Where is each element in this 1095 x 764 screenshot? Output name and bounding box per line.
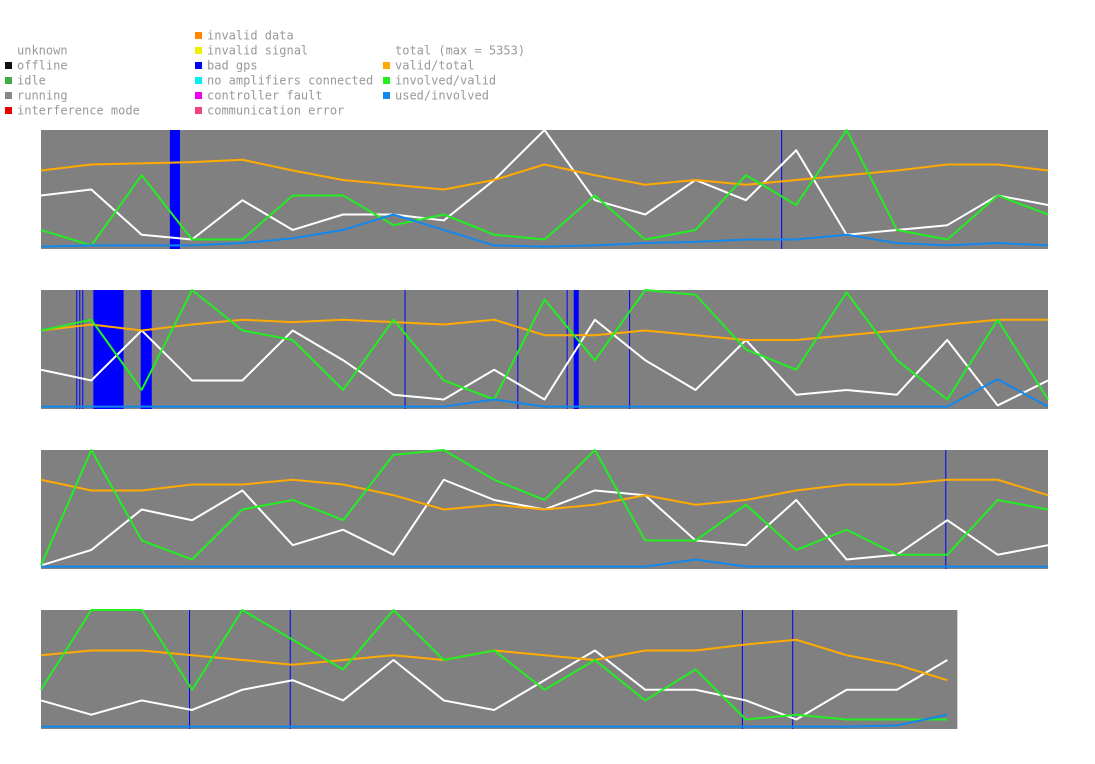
legend-label: interference mode: [17, 104, 140, 118]
legend-label: invalid data: [207, 29, 294, 43]
legend-swatch: [195, 107, 202, 114]
legend-label: controller fault: [207, 89, 323, 103]
strip-background: [41, 290, 1048, 409]
legend-swatch: [5, 47, 12, 54]
series-line: [40, 129, 1049, 241]
bad-gps-band: [289, 610, 291, 729]
legend-swatch: [195, 92, 202, 99]
bad-gps-band: [93, 290, 124, 409]
bad-gps-band: [140, 290, 152, 409]
series-line: [40, 158, 1049, 191]
legend-swatch: [195, 62, 202, 69]
legend-swatch: [195, 32, 202, 39]
bad-gps-band: [517, 290, 519, 409]
bad-gps-band: [741, 610, 743, 729]
legend-label: involved/valid: [395, 74, 496, 88]
legend-label: no amplifiers connected: [207, 74, 373, 88]
series-line: [40, 129, 1049, 247]
legend-label: unknown: [17, 44, 68, 58]
legend-swatch: [383, 77, 390, 84]
legend-swatch: [5, 77, 12, 84]
bad-gps-band: [566, 290, 568, 409]
bad-gps-band: [76, 290, 78, 409]
legend-label: communication error: [207, 104, 344, 118]
bad-gps-band: [82, 290, 84, 409]
legend-swatch: [383, 62, 390, 69]
legend-label: offline: [17, 59, 68, 73]
series-line: [41, 378, 1049, 408]
series-line: [40, 318, 1048, 341]
bad-gps-band: [945, 450, 947, 569]
bad-gps-band: [404, 290, 406, 409]
legend-swatch: [383, 47, 390, 54]
legend-label: valid/total: [395, 59, 474, 73]
legend-swatch: [5, 62, 12, 69]
bad-gps-band: [792, 610, 794, 729]
legend-label: bad gps: [207, 59, 258, 73]
bad-gps-band: [79, 290, 81, 409]
legend-swatch: [383, 92, 390, 99]
legend-label: used/involved: [395, 89, 489, 103]
bad-gps-band: [781, 130, 783, 249]
legend-label: total (max = 5353): [395, 44, 525, 58]
legend-label: idle: [17, 74, 46, 88]
legend-label: running: [17, 89, 68, 103]
series-line: [40, 318, 1049, 407]
bad-gps-band: [629, 290, 631, 409]
strip-background: [41, 130, 1048, 249]
series-line: [40, 478, 1049, 511]
legend-swatch: [5, 107, 12, 114]
series-line: [40, 649, 948, 721]
series-line: [41, 713, 948, 728]
bad-gps-band: [169, 130, 180, 249]
series-line: [40, 449, 1049, 566]
legend-swatch: [5, 92, 12, 99]
series-line: [40, 289, 1049, 401]
series-line: [41, 558, 1048, 568]
series-line: [40, 213, 1049, 248]
series-line: [40, 609, 948, 721]
legend-swatch: [195, 77, 202, 84]
bad-gps-band: [189, 610, 191, 729]
legend-label: invalid signal: [207, 44, 308, 58]
legend-swatch: [195, 47, 202, 54]
